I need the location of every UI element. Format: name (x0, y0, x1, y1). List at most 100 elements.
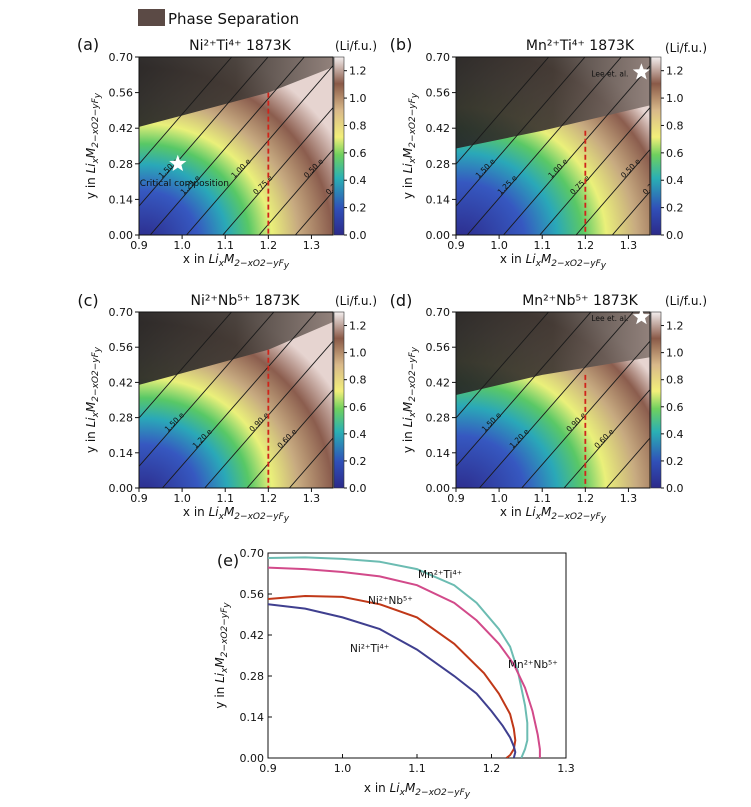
y-axis-label: y in LixM2−xO2−yFy (84, 92, 103, 199)
contour-line (611, 190, 650, 235)
series-line (268, 566, 541, 758)
plot-frame (267, 552, 567, 759)
x-tick-label: 1.1 (216, 492, 234, 505)
y-tick-label: 0.14 (109, 193, 134, 206)
y-axis-label: y in LixM2−xO2−yFy (84, 346, 103, 453)
y-tick-label: 0.42 (109, 122, 134, 135)
contour-label: 0.25 e (641, 173, 664, 196)
panel-letter: (a) (77, 35, 99, 54)
contour-line (456, 57, 550, 165)
y-tick-label: 0.00 (109, 229, 134, 242)
contour-line (294, 190, 333, 235)
x-tick-label: 1.0 (490, 239, 508, 252)
y-tick-label: 0.00 (240, 752, 265, 765)
contour-line (139, 57, 269, 207)
plot-frame (455, 311, 651, 489)
contour-line (149, 57, 305, 235)
x-tick-label: 1.2 (577, 239, 595, 252)
contour-line (456, 57, 586, 207)
y-tick-label: 0.56 (109, 341, 134, 354)
colorbar-tick-label: 0.6 (666, 147, 684, 160)
contour-line (605, 437, 650, 488)
x-tick-label: 1.0 (490, 492, 508, 505)
colorbar (650, 56, 662, 236)
panel-letter: (c) (77, 291, 98, 310)
contour-line (161, 312, 317, 488)
lee-et-al-star (632, 308, 650, 325)
colorbar-unit: (Li/f.u.) (335, 39, 377, 53)
y-tick-label: 0.70 (426, 306, 451, 319)
lee-et-al-label: Lee et. al. (591, 314, 628, 323)
contour-line (456, 312, 550, 419)
x-tick-label: 0.9 (130, 492, 148, 505)
colorbar-tick-label: 0.4 (349, 428, 367, 441)
colorbar-tick-label: 0.6 (349, 401, 367, 414)
colorbar-tick-label: 0.0 (349, 229, 367, 242)
y-tick-label: 0.28 (109, 158, 134, 171)
series-line (268, 603, 517, 758)
contour-label: 0.25 e (324, 173, 347, 196)
y-axis-label: y in LixM2−xO2−yFy (401, 92, 420, 199)
y-tick-label: 0.28 (426, 412, 451, 425)
heatmap-panel-b: 1.75 e1.50 e1.25 e1.00 e0.75 e0.50 e0.25… (390, 35, 707, 271)
colorbar (333, 311, 345, 489)
contour-line (539, 106, 650, 235)
series-line (268, 556, 529, 758)
colorbar-tick-label: 0.8 (349, 374, 367, 387)
panel-title: Mn²⁺Nb⁵⁺ 1873K (522, 293, 638, 309)
series-label: Mn²⁺Ti⁴⁺ (418, 569, 462, 581)
y-tick-label: 0.14 (109, 447, 134, 460)
colorbar-tick-label: 0.4 (666, 174, 684, 187)
phase-separation-region (456, 312, 650, 395)
y-axis-label: y in LixM2−xO2−yFy (213, 602, 232, 709)
y-tick-label: 0.14 (240, 711, 265, 724)
y-tick-label: 0.56 (109, 87, 134, 100)
x-tick-label: 0.9 (447, 492, 465, 505)
colorbar-tick-label: 0.4 (349, 174, 367, 187)
critical-composition-star (169, 154, 187, 172)
phase-separation-swatch (138, 9, 165, 26)
phase-separation-region (139, 312, 333, 385)
colorbar-tick-label: 0.4 (666, 428, 684, 441)
x-tick-label: 1.1 (216, 239, 234, 252)
y-tick-label: 0.56 (426, 87, 451, 100)
y-tick-label: 0.70 (426, 51, 451, 64)
x-tick-label: 1.2 (577, 492, 595, 505)
panel-letter: (e) (217, 551, 239, 570)
colorbar-tick-label: 0.0 (666, 229, 684, 242)
panel-title: Ni²⁺Ti⁴⁺ 1873K (189, 38, 291, 54)
y-tick-label: 0.28 (109, 412, 134, 425)
colorbar-tick-label: 0.8 (666, 374, 684, 387)
series-label: Mn²⁺Nb⁵⁺ (508, 659, 558, 671)
colorbar-tick-label: 0.8 (666, 119, 684, 132)
y-tick-label: 0.14 (426, 447, 451, 460)
x-tick-label: 1.3 (303, 492, 321, 505)
colorbar-unit: (Li/f.u.) (335, 294, 377, 308)
contour-line (139, 312, 233, 419)
contour-line (288, 437, 333, 488)
colorbar-tick-label: 1.0 (349, 92, 367, 105)
x-axis-label: x in LixM2−xO2−yFy (183, 252, 290, 271)
phase-separation-label: Phase Separation (168, 10, 299, 28)
colorbar-tick-label: 0.0 (349, 482, 367, 495)
panel-title: Ni²⁺Nb⁵⁺ 1873K (191, 293, 301, 309)
x-tick-label: 1.2 (483, 762, 501, 775)
y-tick-label: 0.14 (426, 193, 451, 206)
y-tick-label: 0.70 (109, 306, 134, 319)
colorbar (333, 56, 345, 236)
y-tick-label: 0.42 (426, 122, 451, 135)
x-tick-label: 1.3 (303, 239, 321, 252)
contour-line (478, 312, 634, 488)
x-axis-label: x in LixM2−xO2−yFy (364, 781, 471, 800)
y-tick-label: 0.00 (426, 229, 451, 242)
panel-title: Mn²⁺Ti⁴⁺ 1873K (526, 38, 635, 54)
panel-letter: (b) (390, 35, 413, 54)
x-axis-label: x in LixM2−xO2−yFy (500, 505, 607, 524)
x-tick-label: 0.9 (259, 762, 277, 775)
colorbar-unit: (Li/f.u.) (665, 294, 707, 308)
x-tick-label: 0.9 (447, 239, 465, 252)
panel-letter: (d) (390, 291, 413, 310)
y-tick-label: 0.56 (240, 588, 265, 601)
series-label: Ni²⁺Ti⁴⁺ (350, 643, 389, 655)
